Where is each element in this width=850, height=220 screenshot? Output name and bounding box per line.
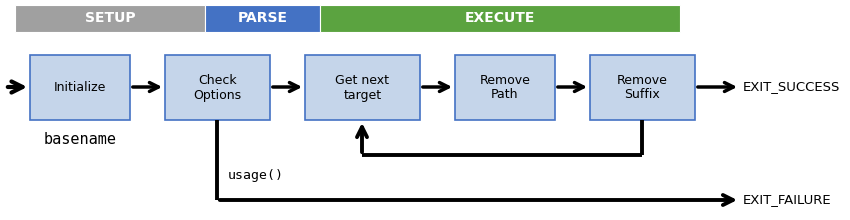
Bar xyxy=(30,55,130,120)
Bar xyxy=(205,5,320,32)
Text: EXIT_FAILURE: EXIT_FAILURE xyxy=(743,194,831,207)
Bar xyxy=(320,5,680,32)
Text: Remove
Suffix: Remove Suffix xyxy=(617,73,668,101)
Text: basename: basename xyxy=(43,132,116,147)
Text: Remove
Path: Remove Path xyxy=(479,73,530,101)
Bar xyxy=(590,55,695,120)
Text: Get next
target: Get next target xyxy=(336,73,389,101)
Bar xyxy=(165,55,270,120)
Text: EXECUTE: EXECUTE xyxy=(465,11,536,26)
Text: PARSE: PARSE xyxy=(237,11,287,26)
Text: Initialize: Initialize xyxy=(54,81,106,94)
Text: usage(): usage() xyxy=(228,169,284,182)
Bar xyxy=(455,55,555,120)
Text: Check
Options: Check Options xyxy=(194,73,241,101)
Text: SETUP: SETUP xyxy=(85,11,135,26)
Text: EXIT_SUCCESS: EXIT_SUCCESS xyxy=(743,81,841,94)
Bar xyxy=(15,5,205,32)
Bar xyxy=(305,55,420,120)
